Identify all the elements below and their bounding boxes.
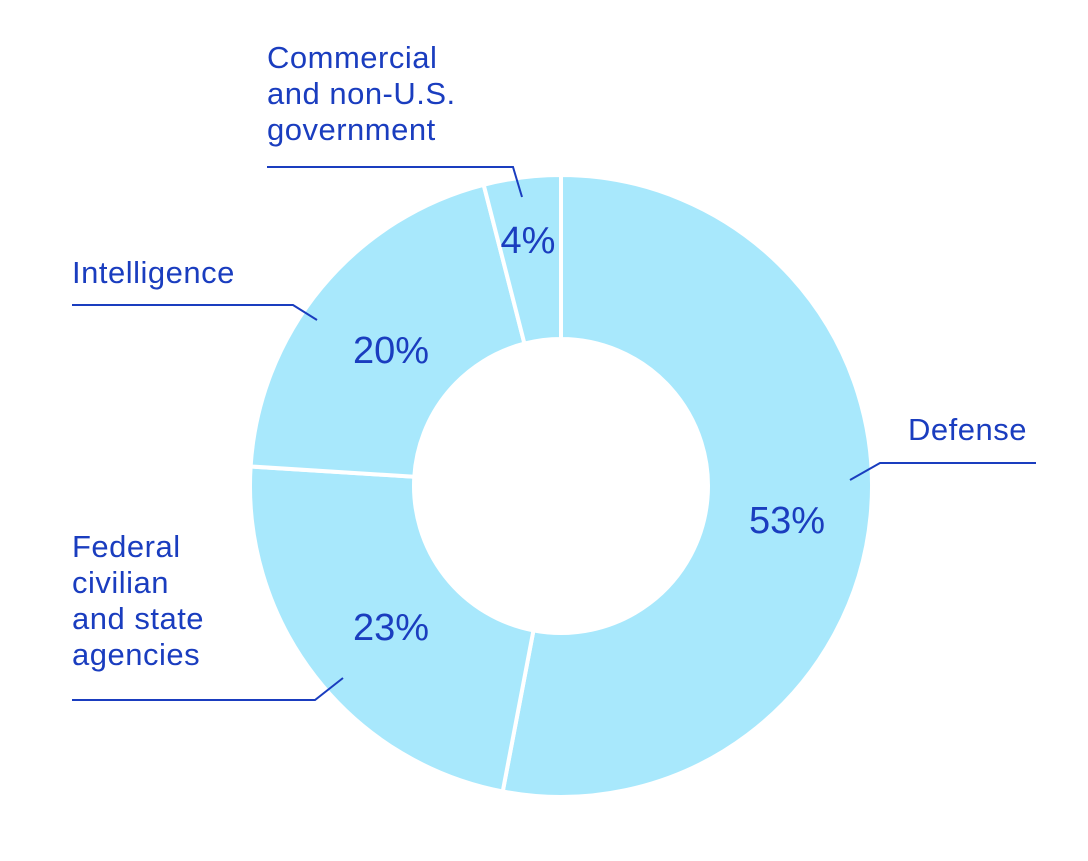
category-label-line: Defense	[908, 412, 1027, 447]
leader-line-federal-civilian-and-state-agencies	[72, 677, 344, 701]
leader-line-intelligence	[72, 304, 318, 321]
slice-intelligence	[248, 182, 527, 479]
category-label-line: Commercial	[267, 40, 437, 75]
category-label-line: and non-U.S.	[267, 76, 456, 111]
slice-commercial-and-non-u-s-government	[481, 172, 563, 347]
percent-label-federal-civilian-and-state-agencies: 23%	[353, 607, 429, 649]
percent-labels: 53% 23% 20% 4%	[353, 220, 825, 649]
category-label-intelligence: Intelligence	[72, 255, 235, 290]
percent-label-commercial-and-non-u-s-government: 4%	[501, 220, 556, 262]
leader-lines	[72, 166, 1036, 701]
leader-line-defense	[849, 462, 1036, 481]
category-label-line: and state	[72, 601, 204, 636]
category-label-commercial-and-non-u-s-government: Commercial and non-U.S. government	[267, 40, 456, 147]
category-label-defense: Defense	[908, 412, 1027, 447]
percent-label-defense: 53%	[749, 500, 825, 542]
category-label-line: agencies	[72, 637, 200, 672]
category-label-line: government	[267, 112, 436, 147]
category-label-line: Federal	[72, 529, 181, 564]
slice-defense	[500, 172, 874, 799]
category-label-line: Intelligence	[72, 255, 235, 290]
category-label-line: civilian	[72, 565, 169, 600]
slice-federal-civilian-and-state-agencies	[248, 464, 536, 794]
leader-line-commercial-and-non-u-s-government	[267, 166, 523, 198]
category-label-federal-civilian-and-state-agencies: Federal civilian and state agencies	[72, 529, 204, 672]
percent-label-intelligence: 20%	[353, 330, 429, 372]
segment-labels: Defense Federal civilian and state agencies I…	[72, 40, 1027, 672]
chart-slices	[248, 172, 874, 799]
